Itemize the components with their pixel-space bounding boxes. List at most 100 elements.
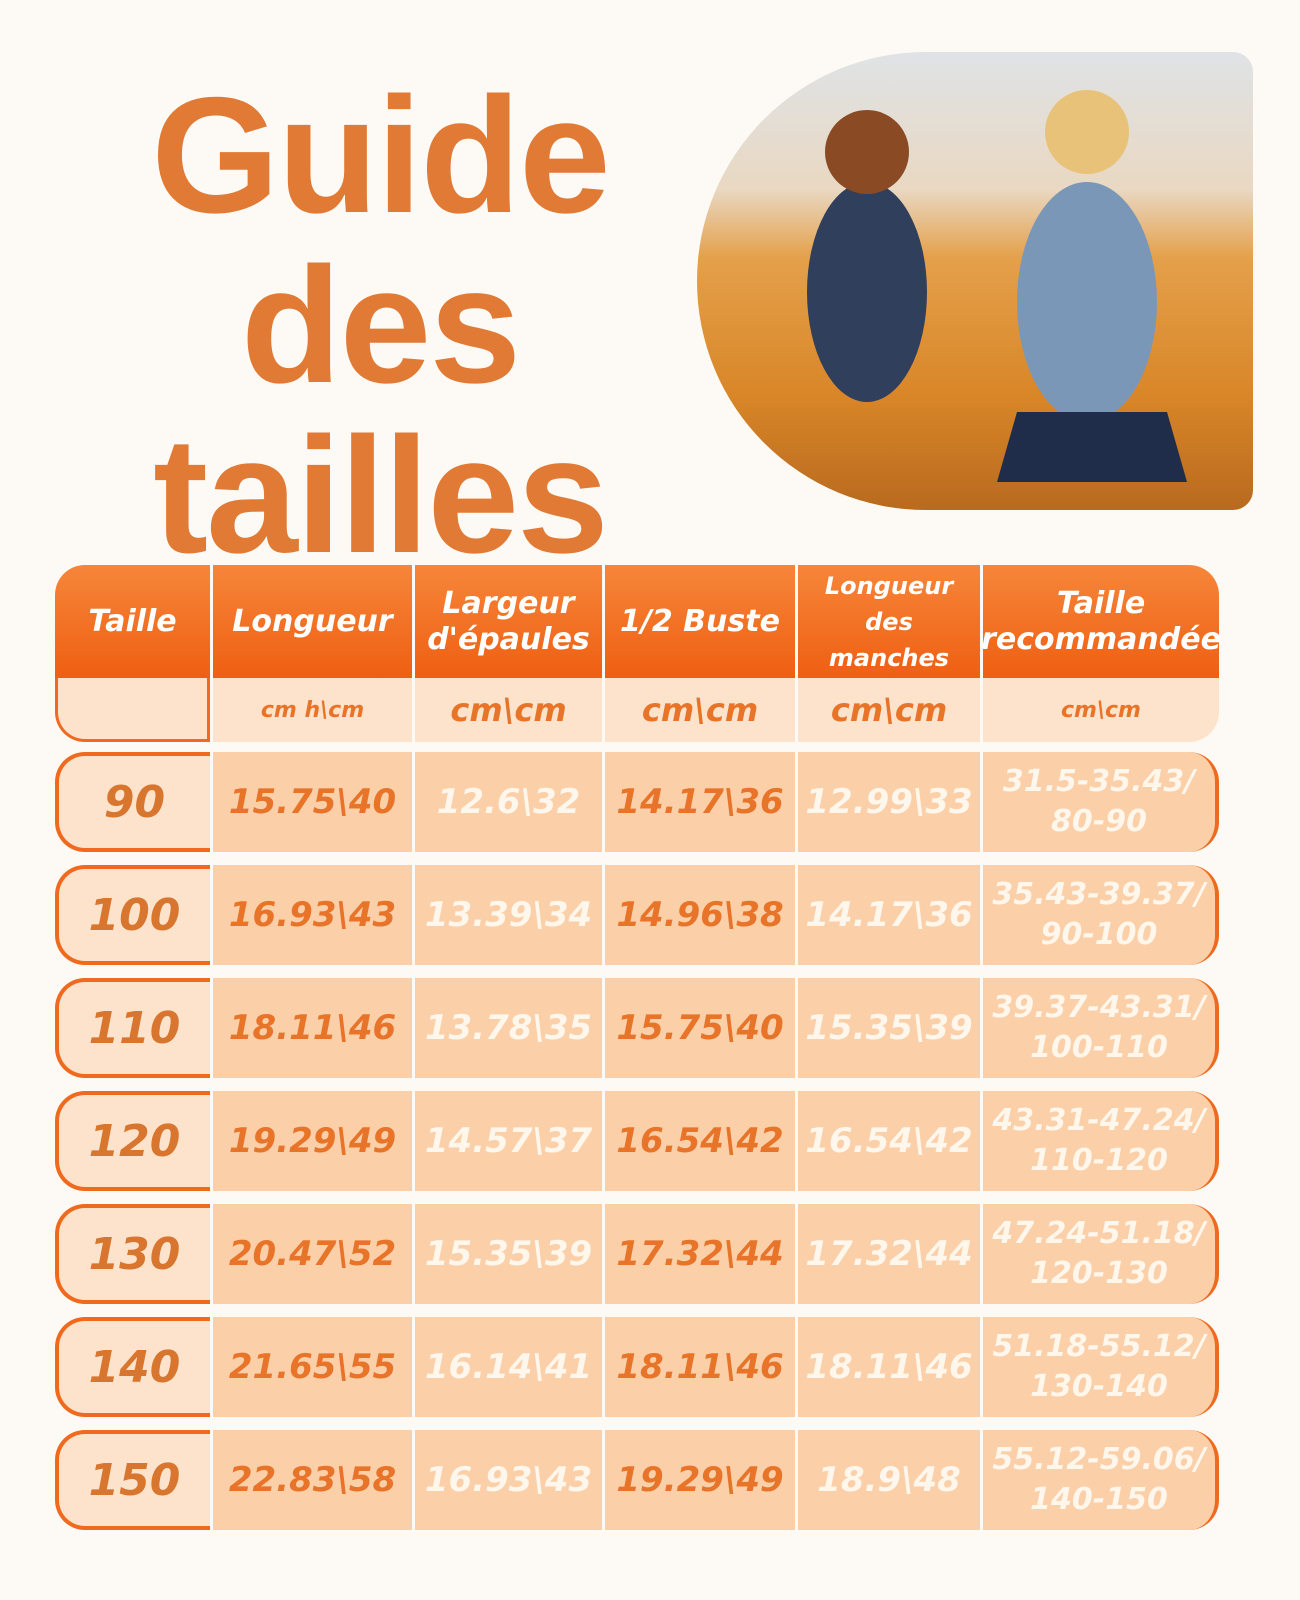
size-value: 16.93\43 <box>213 865 412 965</box>
size-value: 55.12-59.06/140-150 <box>983 1430 1219 1530</box>
cell-text: Longueur des manches <box>824 571 954 672</box>
size-value: 14.96\38 <box>605 865 795 965</box>
cell-text: 16.93\43 <box>228 895 397 935</box>
size-value: 17.32\44 <box>605 1204 795 1304</box>
size-value: 51.18-55.12/130-140 <box>983 1317 1219 1417</box>
cell-text: Largeur d'épaules <box>427 585 590 657</box>
cell-text: 90 <box>103 776 166 828</box>
photo-illustration <box>807 90 1187 482</box>
size-value: 16.54\42 <box>605 1091 795 1191</box>
cell-text: 47.24-51.18/ <box>992 1216 1206 1251</box>
unit-cell-empty <box>55 678 210 742</box>
size-value: 18.11\46 <box>605 1317 795 1417</box>
cell-text: 15.75\40 <box>228 782 397 822</box>
column-header: Taille recommandée <box>981 565 1221 678</box>
cell-text: cm h\cm <box>260 697 365 723</box>
cell-text: 31.5-35.43/ <box>1002 764 1196 799</box>
size-value: 15.35\39 <box>798 978 980 1078</box>
cell-text: 51.18-55.12/ <box>992 1329 1206 1364</box>
cell-text: 16.54\42 <box>805 1121 973 1161</box>
cell-text: 13.39\34 <box>424 895 593 935</box>
size-value: 18.9\48 <box>798 1430 980 1530</box>
cell-text: cm\cm <box>1061 697 1141 723</box>
size-label: 130 <box>55 1204 210 1304</box>
column-header: Longueur des manches <box>798 565 980 678</box>
size-value: 15.35\39 <box>415 1204 602 1304</box>
unit-cell: cm\cm <box>605 678 795 742</box>
cell-text: 110 <box>88 1002 181 1054</box>
cell-text: 19.29\49 <box>228 1121 397 1161</box>
cell-text: 110-120 <box>1030 1143 1168 1178</box>
size-value: 18.11\46 <box>798 1317 980 1417</box>
cell-text: 39.37-43.31/ <box>992 990 1206 1025</box>
cell-text: 18.11\46 <box>228 1008 397 1048</box>
cell-text: 15.75\40 <box>616 1008 784 1048</box>
cell-text: 17.32\44 <box>805 1234 973 1274</box>
size-value: 12.99\33 <box>798 752 980 852</box>
cell-text: 14.17\36 <box>616 782 784 822</box>
size-value: 43.31-47.24/110-120 <box>983 1091 1219 1191</box>
size-value: 15.75\40 <box>605 978 795 1078</box>
cell-text: cm\cm <box>450 691 567 729</box>
cell-text: 22.83\58 <box>228 1460 397 1500</box>
column-header: Largeur d'épaules <box>415 565 602 678</box>
size-value: 13.78\35 <box>415 978 602 1078</box>
cell-text: 14.17\36 <box>805 895 973 935</box>
size-value: 31.5-35.43/80-90 <box>983 752 1219 852</box>
size-label: 110 <box>55 978 210 1078</box>
size-value: 21.65\55 <box>213 1317 412 1417</box>
size-value: 12.6\32 <box>415 752 602 852</box>
cell-text: Longueur <box>232 603 393 639</box>
size-value: 16.54\42 <box>798 1091 980 1191</box>
column-header: Taille <box>55 565 210 678</box>
cell-text: 90-100 <box>1040 917 1158 952</box>
size-value: 16.14\41 <box>415 1317 602 1417</box>
cell-text: 15.35\39 <box>805 1008 973 1048</box>
size-label: 150 <box>55 1430 210 1530</box>
cell-text: cm\cm <box>641 691 759 729</box>
size-value: 19.29\49 <box>605 1430 795 1530</box>
cell-text: 55.12-59.06/ <box>992 1442 1206 1477</box>
cell-text: 120-130 <box>1030 1256 1168 1291</box>
size-value: 19.29\49 <box>213 1091 412 1191</box>
cell-text: 12.99\33 <box>805 782 973 822</box>
size-value: 22.83\58 <box>213 1430 412 1530</box>
cell-text: 15.35\39 <box>424 1234 593 1274</box>
column-header: 1/2 Buste <box>605 565 795 678</box>
cell-text: 18.9\48 <box>817 1460 961 1500</box>
cell-text: 18.11\46 <box>805 1347 973 1387</box>
size-value: 35.43-39.37/90-100 <box>983 865 1219 965</box>
size-value: 14.57\37 <box>415 1091 602 1191</box>
photo <box>697 52 1253 510</box>
cell-text: 21.65\55 <box>228 1347 397 1387</box>
size-label: 100 <box>55 865 210 965</box>
cell-text: 150 <box>88 1454 181 1506</box>
cell-text: 16.54\42 <box>616 1121 784 1161</box>
size-value: 13.39\34 <box>415 865 602 965</box>
size-value: 14.17\36 <box>798 865 980 965</box>
unit-cell: cm\cm <box>798 678 980 742</box>
size-label: 140 <box>55 1317 210 1417</box>
size-value: 16.93\43 <box>415 1430 602 1530</box>
size-value: 17.32\44 <box>798 1204 980 1304</box>
size-value: 18.11\46 <box>213 978 412 1078</box>
cell-text: 17.32\44 <box>616 1234 784 1274</box>
size-value: 47.24-51.18/120-130 <box>983 1204 1219 1304</box>
cell-text: cm\cm <box>830 691 948 729</box>
cell-text: 14.96\38 <box>616 895 784 935</box>
cell-text: 16.14\41 <box>424 1347 593 1387</box>
cell-text: 43.31-47.24/ <box>992 1103 1206 1138</box>
title: Guide des tailles <box>151 63 611 587</box>
cell-text: 140-150 <box>1030 1482 1168 1517</box>
cell-text: 35.43-39.37/ <box>992 877 1206 912</box>
size-value: 14.17\36 <box>605 752 795 852</box>
size-value: 20.47\52 <box>213 1204 412 1304</box>
cell-text: 80-90 <box>1051 804 1147 839</box>
cell-text: 120 <box>88 1115 181 1167</box>
unit-cell: cm\cm <box>983 678 1219 742</box>
cell-text: 19.29\49 <box>616 1460 784 1500</box>
cell-text: Taille recommandée <box>981 585 1221 657</box>
cell-text: 100-110 <box>1030 1030 1168 1065</box>
size-value: 39.37-43.31/100-110 <box>983 978 1219 1078</box>
